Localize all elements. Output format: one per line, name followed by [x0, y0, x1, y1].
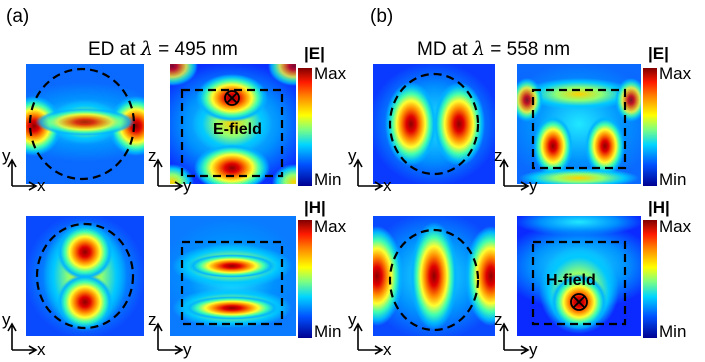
axis-label-z: z [148, 146, 157, 165]
colorbar-min-label: Min [659, 170, 687, 189]
md-e-field-zy-map [517, 64, 641, 184]
h-field-label: H-field [546, 272, 596, 289]
ed-h-field-xy-map [26, 216, 144, 336]
colorbar-max-label: Max [314, 217, 347, 236]
axis-label-x: x [37, 340, 46, 359]
axis-label-y: y [529, 340, 538, 359]
axis-label-z: z [148, 310, 157, 329]
h-colorbar-unit-b: |H| [648, 198, 670, 217]
md-e-field-xy-map [373, 64, 495, 184]
axes-zy-bottom-b: z y [494, 310, 538, 359]
axes-xy-bottom-a: y x [2, 310, 46, 359]
panel-a-letter: (a) [6, 6, 30, 27]
axis-label-y: y [183, 340, 192, 359]
colorbar-min-label: Min [314, 170, 342, 189]
axes-xy-bottom-b: y x [348, 310, 392, 359]
md-h-field-zy-map [517, 216, 641, 336]
axis-label-z: z [494, 146, 503, 165]
ed-h-field-zy-map [170, 216, 296, 336]
h-colorbar-unit-a: |H| [304, 198, 326, 217]
h-colorbar-a [298, 220, 312, 338]
axes-zy-bottom-a: z y [148, 310, 192, 359]
into-page-symbol [224, 90, 240, 106]
axis-label-y: y [529, 176, 538, 195]
h-colorbar-b [643, 220, 657, 338]
ed-e-field-zy-map [170, 64, 296, 184]
axis-label-y: y [2, 310, 11, 329]
axis-label-y: y [348, 310, 357, 329]
axes-zy-top-a: z y [148, 146, 192, 195]
colorbar-max-label: Max [659, 64, 692, 83]
ed-e-field-xy-map [26, 64, 144, 184]
into-page-symbol [570, 293, 588, 311]
colorbar-min-label: Min [314, 322, 342, 341]
e-colorbar-a [298, 68, 312, 186]
axis-label-z: z [494, 310, 503, 329]
axes-xy-top-a: y x [2, 146, 46, 195]
colorbar-max-label: Max [659, 217, 692, 236]
axis-label-y: y [2, 146, 11, 165]
axes-xy-top-b: y x [348, 146, 392, 195]
e-colorbar-unit-a: |E| [304, 44, 325, 63]
colorbar-min-label: Min [659, 322, 687, 341]
e-colorbar-unit-b: |E| [648, 44, 669, 63]
panel-a-title: ED at λ = 495 nm [88, 38, 238, 60]
panel-b-title: MD at λ = 558 nm [417, 38, 571, 60]
axes-zy-top-b: z y [494, 146, 538, 195]
axis-label-x: x [383, 176, 392, 195]
e-colorbar-b [643, 68, 657, 186]
md-h-field-xy-map [373, 216, 495, 336]
axis-label-x: x [37, 176, 46, 195]
axis-label-x: x [383, 340, 392, 359]
panel-b-letter: (b) [370, 6, 394, 27]
axis-label-y: y [348, 146, 357, 165]
e-field-label: E-field [213, 121, 262, 138]
colorbar-max-label: Max [314, 64, 347, 83]
axis-label-y: y [183, 176, 192, 195]
